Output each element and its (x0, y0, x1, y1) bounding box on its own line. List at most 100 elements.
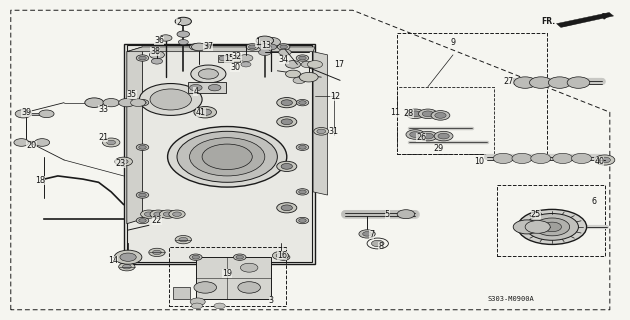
Circle shape (418, 109, 437, 119)
Circle shape (530, 77, 552, 88)
Text: 33: 33 (98, 105, 108, 114)
Circle shape (130, 99, 146, 107)
Text: 40: 40 (594, 157, 604, 166)
Circle shape (553, 153, 573, 164)
Circle shape (512, 153, 532, 164)
Circle shape (435, 113, 446, 118)
Text: 15: 15 (224, 53, 234, 62)
Text: 20: 20 (26, 141, 37, 150)
Circle shape (192, 45, 200, 49)
Text: 8: 8 (379, 242, 384, 251)
Text: 6: 6 (592, 197, 597, 206)
Circle shape (175, 17, 192, 26)
Circle shape (190, 44, 202, 50)
Circle shape (293, 77, 306, 84)
Bar (127, 45, 312, 262)
Bar (396, 87, 494, 154)
Text: 38: 38 (150, 47, 160, 56)
Bar (497, 186, 605, 256)
Polygon shape (196, 257, 271, 299)
Circle shape (118, 99, 135, 107)
Circle shape (241, 62, 251, 67)
Text: 10: 10 (474, 157, 484, 166)
Circle shape (280, 255, 287, 259)
Circle shape (239, 54, 253, 61)
Circle shape (406, 109, 425, 119)
Circle shape (194, 107, 217, 118)
Circle shape (192, 303, 203, 309)
Bar (169, 247, 285, 306)
Circle shape (493, 153, 513, 164)
Circle shape (190, 254, 202, 260)
Circle shape (149, 248, 165, 257)
Circle shape (120, 253, 136, 261)
Circle shape (122, 265, 131, 269)
Circle shape (149, 51, 164, 59)
Circle shape (139, 193, 146, 197)
Circle shape (140, 210, 157, 218)
Bar (396, 33, 547, 154)
Circle shape (234, 254, 246, 260)
Circle shape (438, 133, 449, 139)
Circle shape (258, 44, 271, 50)
Circle shape (15, 110, 32, 118)
Circle shape (177, 31, 190, 37)
Circle shape (542, 222, 561, 232)
Text: 17: 17 (334, 60, 344, 69)
Circle shape (192, 43, 207, 51)
Text: 4: 4 (193, 87, 198, 96)
Circle shape (118, 256, 135, 265)
Circle shape (136, 192, 149, 198)
Circle shape (296, 100, 309, 106)
Circle shape (258, 49, 271, 55)
Text: 23: 23 (115, 159, 125, 168)
Circle shape (278, 49, 291, 55)
Text: 26: 26 (416, 132, 426, 141)
Text: 25: 25 (530, 210, 541, 219)
Text: 9: 9 (450, 38, 455, 47)
Circle shape (35, 139, 50, 146)
Circle shape (514, 77, 536, 88)
Circle shape (261, 37, 280, 47)
Circle shape (518, 209, 587, 244)
Circle shape (296, 189, 309, 195)
Text: 31: 31 (329, 127, 339, 136)
Circle shape (122, 258, 131, 263)
Text: 21: 21 (98, 133, 108, 142)
Circle shape (173, 212, 181, 216)
Circle shape (150, 210, 166, 218)
Circle shape (299, 72, 318, 82)
Circle shape (277, 254, 290, 260)
Circle shape (285, 70, 301, 78)
Circle shape (136, 100, 149, 106)
Circle shape (169, 210, 185, 218)
Circle shape (276, 253, 285, 258)
Circle shape (281, 164, 292, 169)
Polygon shape (123, 44, 315, 264)
Circle shape (139, 145, 146, 149)
Circle shape (277, 44, 290, 50)
Circle shape (219, 56, 229, 61)
Circle shape (106, 140, 115, 145)
Circle shape (410, 132, 421, 137)
Circle shape (199, 109, 212, 116)
Text: 1: 1 (255, 38, 260, 47)
Circle shape (163, 212, 172, 216)
Circle shape (406, 130, 425, 139)
Circle shape (150, 89, 192, 110)
Circle shape (299, 145, 306, 149)
Circle shape (431, 111, 450, 120)
Circle shape (548, 77, 571, 88)
Circle shape (422, 111, 433, 117)
Text: 11: 11 (390, 108, 399, 117)
Circle shape (299, 219, 306, 222)
Text: S303-M0900A: S303-M0900A (488, 296, 534, 302)
Text: 28: 28 (403, 109, 413, 118)
Circle shape (159, 35, 172, 41)
Circle shape (534, 218, 570, 236)
Circle shape (296, 55, 309, 61)
Circle shape (434, 131, 453, 141)
Text: FR.: FR. (541, 17, 555, 26)
Bar (173, 287, 190, 299)
Circle shape (192, 255, 200, 259)
